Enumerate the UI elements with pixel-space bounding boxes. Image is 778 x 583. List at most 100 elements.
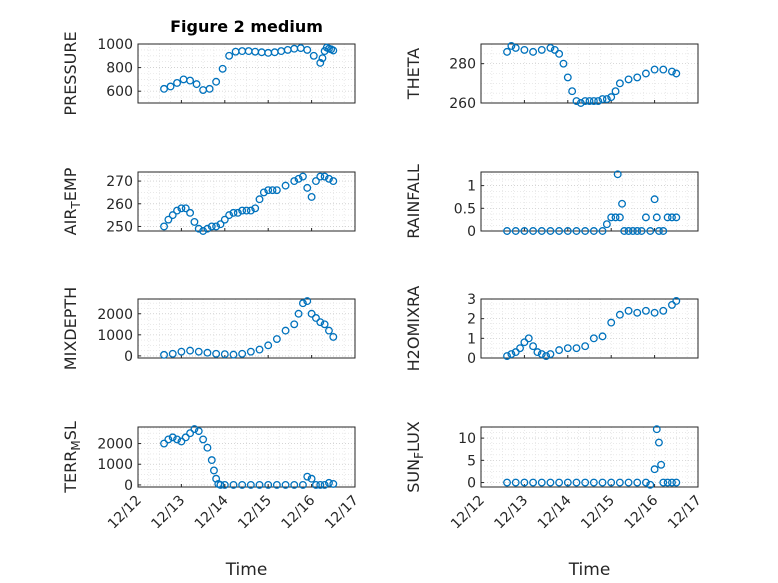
- data-point: [251, 204, 260, 213]
- data-point: [524, 334, 533, 343]
- x-axis-label: Time: [225, 560, 268, 580]
- data-point: [633, 73, 642, 82]
- data-point: [194, 347, 203, 356]
- data-point: [650, 65, 659, 74]
- data-point: [233, 208, 242, 217]
- data-point: [520, 478, 529, 487]
- subplot-6: 0 1 2 3 H2OMIXRA: [404, 286, 699, 372]
- data-point: [294, 309, 303, 318]
- data-point: [611, 213, 620, 222]
- data-point: [307, 474, 316, 483]
- data-point: [218, 64, 227, 73]
- data-point: [563, 73, 572, 82]
- x-tick-label: 12/12: [448, 493, 488, 533]
- data-point: [511, 348, 520, 357]
- data-point: [160, 350, 168, 359]
- y-tick-label: 0: [467, 224, 476, 240]
- axes-border: [137, 43, 356, 104]
- data-point: [325, 478, 333, 487]
- data-point: [654, 227, 663, 235]
- data-point: [311, 480, 320, 489]
- data-point: [546, 227, 555, 235]
- data-point: [242, 206, 251, 215]
- data-point: [303, 297, 312, 306]
- data-point: [320, 320, 329, 329]
- data-point: [537, 45, 546, 54]
- data-point: [298, 299, 307, 308]
- y-tick-label: 260: [106, 197, 133, 213]
- y-tick-label: 2: [467, 312, 476, 328]
- subplot-1: 600 800 1000 PRESSURE Figure 2 medium: [61, 17, 356, 116]
- data-point: [585, 97, 594, 105]
- data-point: [529, 342, 538, 351]
- data-point: [316, 480, 325, 489]
- data-point: [646, 480, 655, 489]
- data-point: [186, 76, 195, 85]
- axes-frame: [480, 171, 699, 232]
- data-point: [607, 478, 616, 487]
- data-point: [259, 188, 268, 197]
- data-point: [620, 227, 629, 235]
- data-point: [216, 220, 225, 229]
- data-point: [272, 480, 281, 489]
- data-point: [255, 480, 264, 489]
- y-axis-label: TERRMSL: [61, 421, 83, 494]
- data-point: [186, 346, 195, 355]
- data-point: [555, 49, 564, 58]
- data-point: [503, 352, 511, 360]
- data-point: [581, 342, 590, 351]
- data-point: [598, 478, 607, 487]
- data-point: [520, 45, 529, 54]
- data-point: [550, 45, 559, 54]
- data-point: [589, 334, 598, 343]
- data-point: [264, 186, 273, 195]
- data-point: [563, 478, 572, 487]
- x-tick-label: 12/17: [322, 493, 362, 533]
- data-point: [529, 478, 538, 487]
- data-point: [177, 347, 186, 356]
- data-point: [246, 347, 255, 356]
- y-tick-label: 0: [124, 349, 133, 365]
- data-point: [607, 318, 616, 327]
- data-point: [264, 480, 273, 489]
- axes-border: [137, 426, 356, 488]
- data-point: [628, 227, 637, 235]
- data-point: [576, 99, 585, 107]
- data-point: [615, 213, 624, 222]
- data-point: [203, 443, 212, 452]
- x-tick-label: 12/16: [279, 492, 319, 532]
- data-point: [618, 199, 626, 208]
- axes-border: [480, 43, 699, 104]
- data-point: [238, 349, 247, 358]
- data-point: [168, 433, 177, 442]
- y-tick-label: 2000: [97, 307, 133, 323]
- x-tick-label: 12/14: [535, 492, 575, 532]
- y-axis-label: SUNFLUX: [404, 421, 426, 493]
- data-point: [303, 472, 312, 481]
- data-point: [663, 478, 672, 487]
- data-point: [264, 341, 273, 350]
- data-point: [572, 478, 581, 487]
- data-point: [225, 211, 234, 220]
- y-tick-label: 800: [106, 61, 133, 77]
- axes-border: [137, 171, 356, 232]
- data-point: [641, 213, 650, 222]
- y-axis-label: H2OMIXRA: [404, 286, 423, 372]
- data-point: [303, 45, 312, 54]
- data-point: [255, 195, 264, 204]
- data-point: [563, 344, 572, 353]
- data-point: [190, 425, 199, 434]
- data-point: [516, 344, 525, 353]
- data-point: [624, 478, 633, 487]
- data-point: [559, 59, 568, 68]
- data-point: [203, 224, 212, 233]
- data-point: [220, 480, 229, 489]
- y-tick-label: 5: [467, 453, 476, 469]
- data-point: [329, 479, 338, 488]
- data-point: [542, 352, 551, 360]
- data-point: [168, 349, 177, 358]
- data-point: [511, 43, 520, 52]
- data-point: [555, 227, 564, 235]
